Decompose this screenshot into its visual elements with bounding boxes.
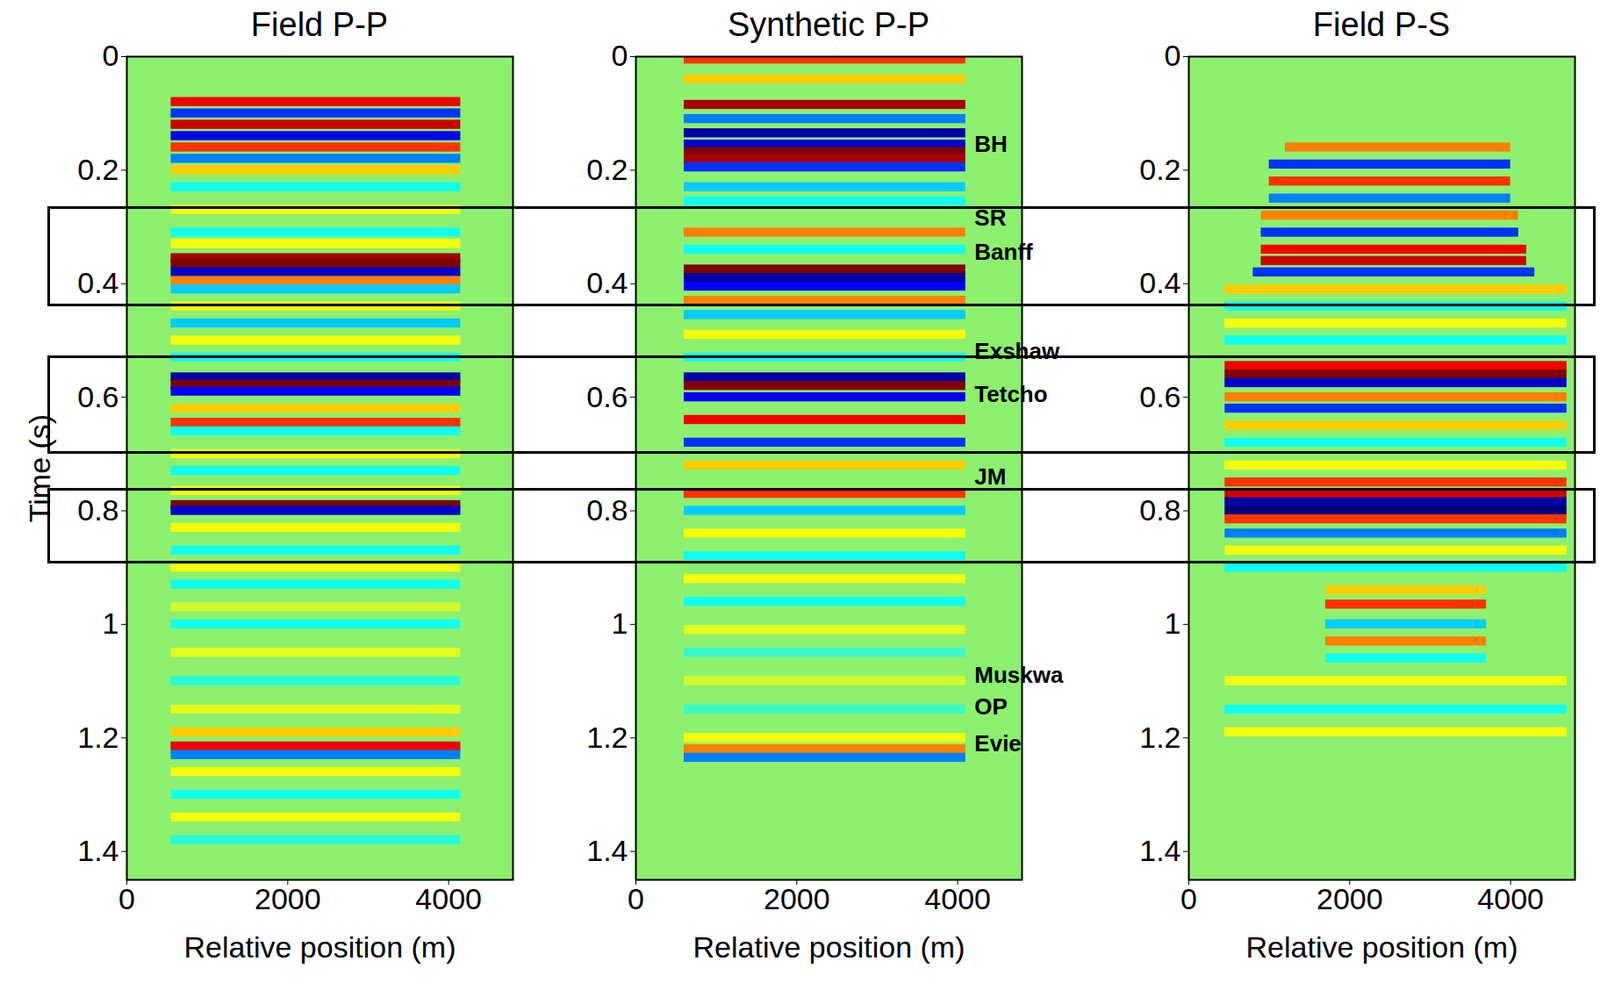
svg-text:4000: 4000 xyxy=(415,882,482,916)
svg-text:Muskwa: Muskwa xyxy=(974,661,1064,689)
svg-text:1.2: 1.2 xyxy=(1139,720,1181,754)
svg-text:0.4: 0.4 xyxy=(586,265,628,300)
svg-text:Time (s): Time (s) xyxy=(22,414,57,523)
html-text:Synthetic P-P: Synthetic P-P xyxy=(727,6,930,44)
svg-text:Banff: Banff xyxy=(974,238,1034,266)
svg-text:Tetcho: Tetcho xyxy=(974,380,1048,408)
html-text:Field P-P: Field P-P xyxy=(250,6,389,44)
svg-text:0.4: 0.4 xyxy=(1139,265,1181,300)
svg-text:2000: 2000 xyxy=(763,882,831,916)
svg-text:0: 0 xyxy=(102,38,120,72)
svg-text:Exshaw: Exshaw xyxy=(974,337,1061,365)
svg-text:1.4: 1.4 xyxy=(77,833,119,868)
svg-text:0: 0 xyxy=(1164,38,1182,72)
svg-text:0.8: 0.8 xyxy=(586,493,628,527)
svg-text:Relative position (m): Relative position (m) xyxy=(184,930,457,964)
svg-text:Evie: Evie xyxy=(974,730,1022,757)
svg-text:4000: 4000 xyxy=(924,882,991,916)
html-text:Field P-S: Field P-S xyxy=(1312,6,1451,44)
svg-text:0.6: 0.6 xyxy=(586,380,628,414)
svg-text:0.4: 0.4 xyxy=(77,265,119,300)
svg-text:0.8: 0.8 xyxy=(1139,493,1181,527)
svg-text:0: 0 xyxy=(118,882,136,916)
svg-text:1: 1 xyxy=(611,606,629,640)
svg-text:2000: 2000 xyxy=(1316,882,1384,916)
svg-text:0.2: 0.2 xyxy=(586,152,628,187)
svg-text:0.6: 0.6 xyxy=(1139,380,1181,414)
svg-text:0: 0 xyxy=(1180,882,1198,916)
svg-text:Relative position (m): Relative position (m) xyxy=(1246,930,1519,964)
svg-text:0: 0 xyxy=(611,38,629,72)
svg-text:4000: 4000 xyxy=(1477,882,1544,916)
svg-text:JM: JM xyxy=(974,463,1006,490)
svg-text:1: 1 xyxy=(1164,606,1182,640)
svg-text:0.2: 0.2 xyxy=(1139,152,1181,187)
svg-text:1.4: 1.4 xyxy=(586,833,628,868)
svg-text:0.2: 0.2 xyxy=(77,152,119,187)
svg-text:0.8: 0.8 xyxy=(77,493,119,527)
svg-text:1.2: 1.2 xyxy=(586,720,628,754)
svg-text:BH: BH xyxy=(974,130,1008,158)
svg-text:1: 1 xyxy=(102,606,120,640)
svg-text:SR: SR xyxy=(974,204,1006,231)
svg-text:OP: OP xyxy=(974,693,1008,720)
svg-text:1.2: 1.2 xyxy=(77,720,119,754)
svg-text:0: 0 xyxy=(627,882,645,916)
svg-text:1.4: 1.4 xyxy=(1139,833,1181,868)
svg-text:0.6: 0.6 xyxy=(77,380,119,414)
svg-text:Relative position (m): Relative position (m) xyxy=(693,930,966,964)
svg-text:2000: 2000 xyxy=(254,882,322,916)
